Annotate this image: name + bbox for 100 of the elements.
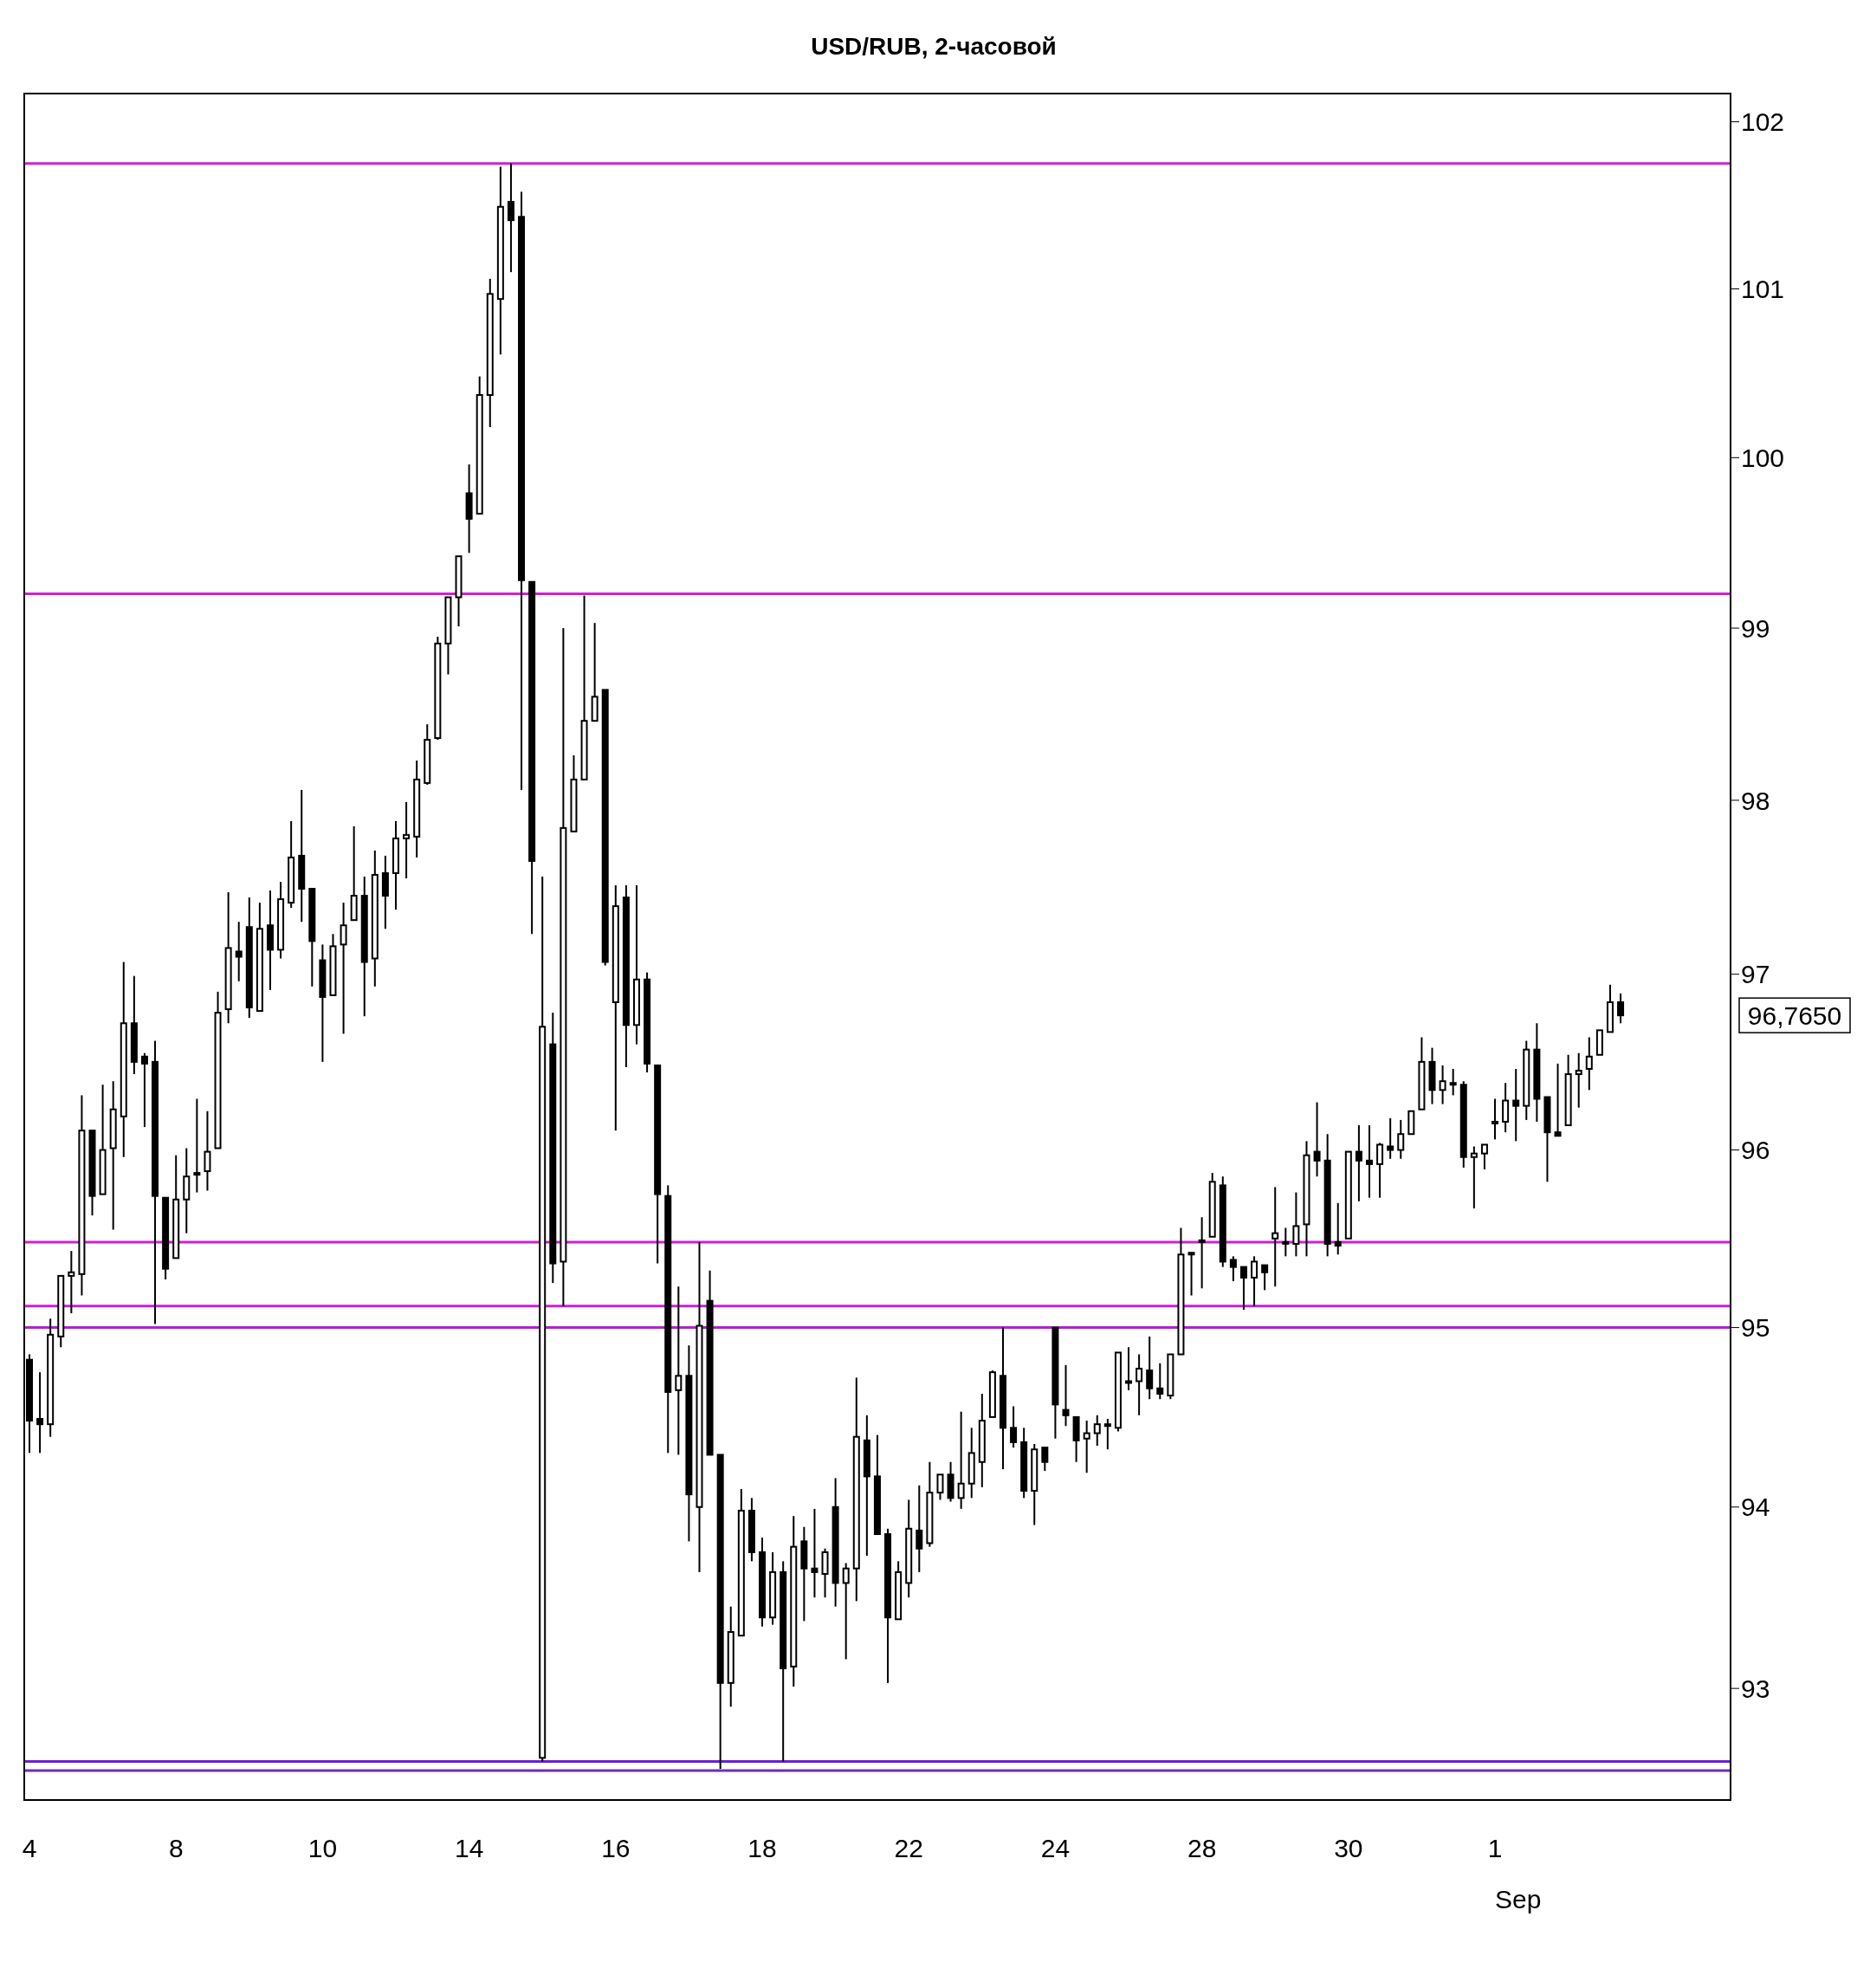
candlestick (204, 1110, 211, 1192)
candlestick (967, 1427, 975, 1499)
candlestick (632, 884, 640, 1046)
candlestick (360, 875, 368, 1018)
x-tick-label: 8 (168, 1834, 184, 1862)
candlestick (78, 1094, 86, 1297)
candlestick (539, 875, 547, 1763)
candlestick (47, 1318, 55, 1438)
candlestick (381, 854, 389, 930)
y-tick-label: 102 (1741, 107, 1785, 137)
candlestick (1323, 1133, 1331, 1258)
candlestick (916, 1484, 923, 1573)
candlestick (1313, 1101, 1321, 1178)
candlestick (193, 1098, 201, 1194)
candlestick (277, 880, 285, 960)
candlestick (266, 890, 274, 991)
candlestick (1523, 1039, 1530, 1121)
candlestick (1512, 1067, 1520, 1143)
candlestick (298, 788, 306, 923)
candlestick (130, 975, 138, 1076)
candlestick (1387, 1117, 1394, 1160)
candlestick (340, 902, 347, 1035)
candlestick (611, 884, 619, 1132)
y-tick-label: 101 (1741, 275, 1785, 304)
candlestick (1355, 1124, 1362, 1202)
candlestick (560, 627, 567, 1307)
x-tick-label: 18 (747, 1834, 777, 1862)
candlestick (1303, 1140, 1310, 1258)
candlestick (319, 943, 327, 1063)
candlestick (1083, 1420, 1090, 1474)
candlestick (1292, 1191, 1300, 1258)
candlestick (852, 1376, 860, 1603)
candlestick (1219, 1175, 1226, 1268)
text: 96,7650 (1747, 1001, 1842, 1031)
x-tick-label: 14 (454, 1834, 484, 1862)
candlestick (371, 849, 379, 988)
candlestick (109, 1080, 117, 1231)
candlestick (957, 1410, 965, 1510)
candlestick (245, 897, 253, 1020)
candlestick (235, 921, 243, 982)
candlestick (183, 1147, 191, 1234)
candlestick (780, 1560, 787, 1763)
candlestick (1470, 1145, 1478, 1209)
candlestick (36, 1371, 44, 1454)
candlestick (68, 1250, 75, 1315)
y-tick-label: 93 (1741, 1674, 1770, 1703)
candlestick (549, 1012, 557, 1285)
y-tick-label: 97 (1741, 960, 1770, 989)
candlestick (905, 1499, 913, 1599)
candlestick (727, 1605, 734, 1708)
candlestick (1585, 1036, 1593, 1091)
candlestick (1365, 1124, 1373, 1199)
candlestick (759, 1537, 767, 1628)
y-tick-label: 99 (1741, 613, 1770, 643)
candlestick (518, 191, 526, 791)
x-tick-label: 22 (894, 1834, 923, 1862)
candlestick (507, 162, 514, 274)
candlestick (1271, 1186, 1279, 1288)
text: Sep (1495, 1885, 1542, 1914)
candlestick (769, 1551, 777, 1626)
candlestick (413, 759, 421, 858)
candlestick (675, 1285, 683, 1456)
candlestick (403, 800, 411, 879)
x-tick-label: 28 (1187, 1834, 1217, 1862)
x-tick-label: 4 (22, 1834, 37, 1862)
candlestick (1502, 1082, 1510, 1134)
candlestick (978, 1392, 986, 1488)
y-tick-label: 95 (1741, 1313, 1770, 1343)
candlestick (863, 1414, 870, 1557)
candlestick (120, 961, 127, 1158)
candlestick (1439, 1064, 1446, 1105)
candlestick (811, 1507, 819, 1599)
candlestick (947, 1460, 954, 1503)
candlestick (1428, 1046, 1436, 1105)
candlestick (392, 819, 400, 911)
candlestick (926, 1460, 934, 1548)
candlestick (1533, 1022, 1541, 1123)
x-tick-label: 30 (1334, 1834, 1363, 1862)
chart-title: USD/RUB, 2-часовой (810, 33, 1058, 61)
candlestick (800, 1525, 808, 1622)
y-tick-label: 96 (1741, 1136, 1770, 1165)
x-tick-label: 1 (1487, 1834, 1503, 1862)
candlestick (465, 463, 473, 554)
candlestick (1198, 1216, 1206, 1290)
candlestick (790, 1515, 798, 1688)
candlestick (224, 891, 232, 1025)
candlestick (999, 1326, 1006, 1471)
candlestick (1136, 1353, 1143, 1416)
candlestick (685, 1344, 693, 1543)
candlestick (152, 1039, 159, 1325)
x-tick-label: 16 (601, 1834, 631, 1862)
candlestick (831, 1477, 839, 1608)
candlestick (664, 1184, 672, 1454)
x-tick-label: 24 (1040, 1834, 1071, 1862)
y-tick-label: 100 (1741, 443, 1785, 472)
candlestick (696, 1240, 703, 1573)
x-tick-label: 10 (307, 1834, 338, 1862)
candlestick (622, 884, 630, 1068)
candlestick (1397, 1118, 1405, 1160)
candlestick (1491, 1098, 1499, 1141)
